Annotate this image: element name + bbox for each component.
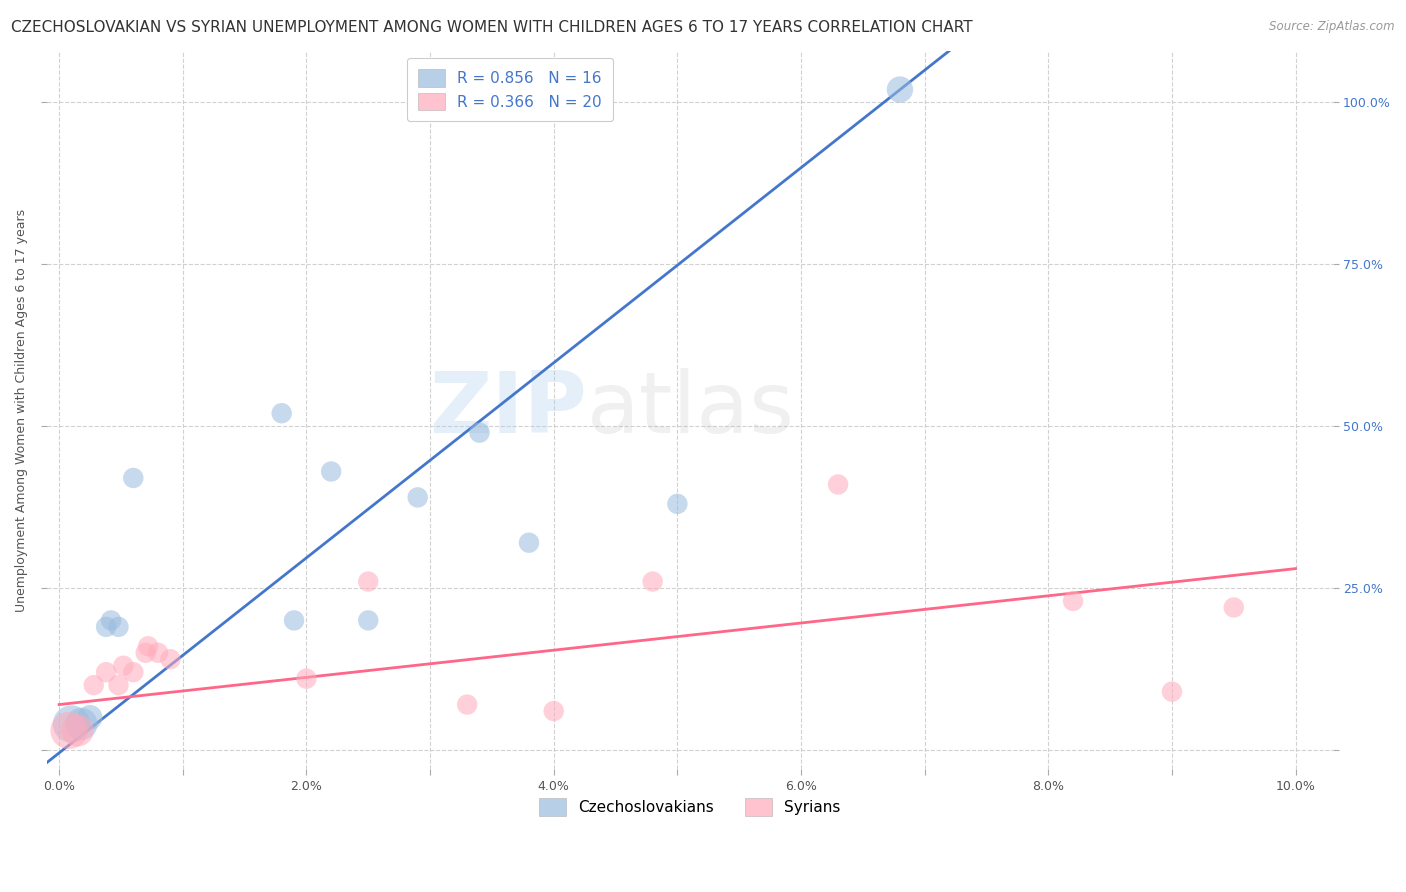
Point xyxy=(122,471,145,485)
Point xyxy=(60,717,83,731)
Point xyxy=(456,698,478,712)
Point xyxy=(79,710,101,724)
Point xyxy=(122,665,145,680)
Point xyxy=(107,620,129,634)
Point xyxy=(889,82,911,96)
Point xyxy=(283,614,305,628)
Point xyxy=(112,658,135,673)
Point xyxy=(827,477,849,491)
Point xyxy=(357,614,380,628)
Point xyxy=(1223,600,1246,615)
Text: ZIP: ZIP xyxy=(429,368,586,451)
Point xyxy=(406,491,429,505)
Point xyxy=(58,723,80,738)
Point xyxy=(270,406,292,420)
Point xyxy=(543,704,565,718)
Point xyxy=(1161,684,1184,698)
Point xyxy=(641,574,664,589)
Point xyxy=(100,614,122,628)
Y-axis label: Unemployment Among Women with Children Ages 6 to 17 years: Unemployment Among Women with Children A… xyxy=(15,209,28,612)
Point xyxy=(136,640,159,654)
Point xyxy=(83,678,105,692)
Point xyxy=(146,646,169,660)
Point xyxy=(666,497,689,511)
Point xyxy=(295,672,318,686)
Point xyxy=(159,652,181,666)
Text: atlas: atlas xyxy=(586,368,794,451)
Point xyxy=(1062,594,1084,608)
Point xyxy=(94,620,117,634)
Text: CZECHOSLOVAKIAN VS SYRIAN UNEMPLOYMENT AMONG WOMEN WITH CHILDREN AGES 6 TO 17 YE: CZECHOSLOVAKIAN VS SYRIAN UNEMPLOYMENT A… xyxy=(11,20,973,35)
Point xyxy=(70,717,93,731)
Point xyxy=(468,425,491,440)
Point xyxy=(321,465,343,479)
Text: Source: ZipAtlas.com: Source: ZipAtlas.com xyxy=(1270,20,1395,33)
Point xyxy=(107,678,129,692)
Point xyxy=(135,646,157,660)
Point xyxy=(357,574,380,589)
Point xyxy=(66,723,89,738)
Point xyxy=(94,665,117,680)
Point xyxy=(517,535,540,549)
Legend: Czechoslovakians, Syrians: Czechoslovakians, Syrians xyxy=(529,788,852,826)
